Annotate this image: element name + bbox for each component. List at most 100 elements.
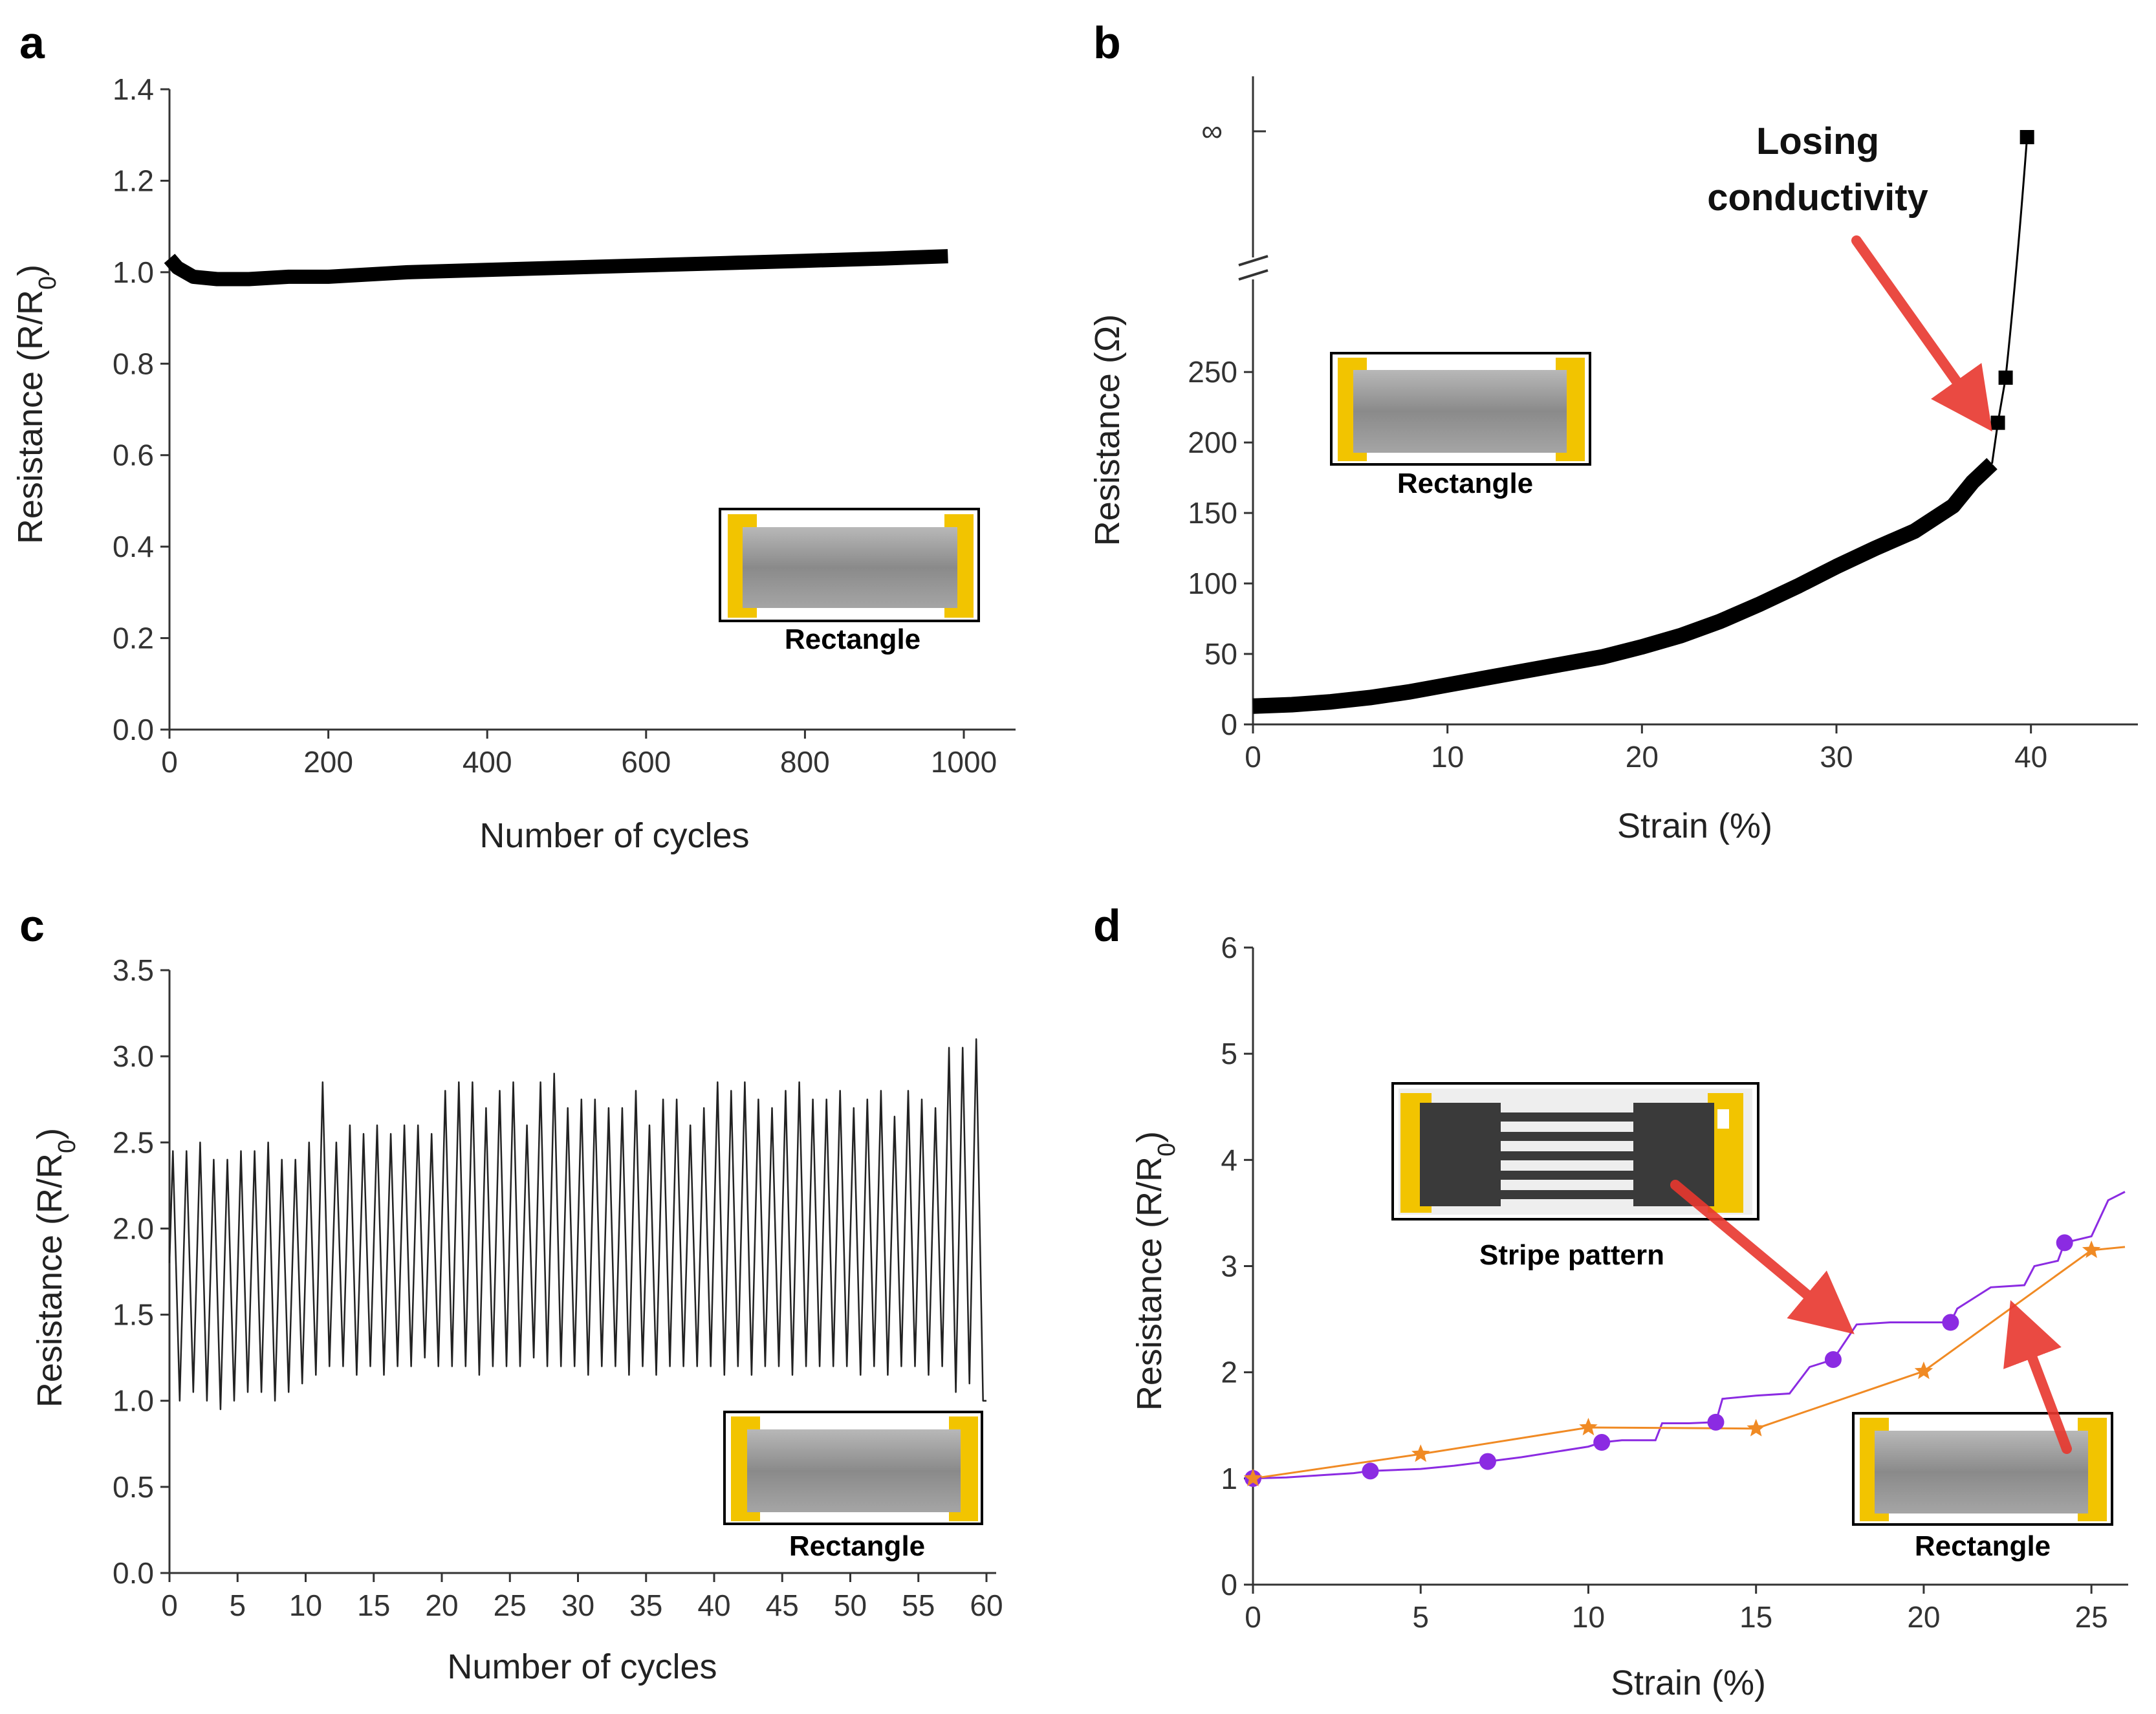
panel-d-xtick-label: 10 <box>1572 1600 1605 1634</box>
panel-c-xtick-label: 45 <box>766 1589 799 1622</box>
panel-d-stripe-line <box>1252 1191 2126 1480</box>
panel-a-xtick-label: 0 <box>161 745 178 779</box>
panel-b-ticks: 0 10 20 30 40 0 50 100 150 200 250 <box>1188 355 2047 774</box>
panel-d-rectangle-point <box>1243 1468 1263 1486</box>
panel-d-rectangle-point <box>1411 1444 1430 1462</box>
panel-c-y-label: Resistance (R/R0) <box>30 1128 81 1407</box>
panel-d-stripe-point <box>1593 1434 1611 1451</box>
panel-letter-c: c <box>19 900 45 951</box>
panel-d-ytick-label: 3 <box>1221 1250 1237 1283</box>
panel-b-point <box>1998 370 2013 385</box>
panel-b-xtick-label: 40 <box>2014 740 2047 774</box>
panel-b-ytick-label: 50 <box>1204 637 1237 671</box>
panel-b-arrow <box>1851 235 1992 432</box>
panel-c-ytick-label: 2.0 <box>113 1211 154 1245</box>
panel-a-data-line <box>164 249 948 287</box>
panel-c-ticks: 0 5 10 15 20 25 30 35 40 45 50 55 60 0.0 0.5 1.0 1.5 2.0 2… <box>113 953 1003 1622</box>
panel-d-rectangle-point <box>1579 1418 1598 1436</box>
panel-a: a 0 200 400 600 800 1000 0.0 0.2 0.4 0.6 0.8 1.0 1.2… <box>11 17 1016 855</box>
panel-b-inset: Rectangle <box>1330 352 1591 499</box>
panel-a-ytick-label: 1.2 <box>113 164 154 197</box>
panel-a-ytick-label: 0.4 <box>113 530 154 563</box>
panel-d-ytick-label: 5 <box>1221 1037 1237 1070</box>
panel-d-ticks: 0 5 10 15 20 25 0 1 2 3 4 5 6 <box>1221 931 2107 1634</box>
panel-d-stripe-caption: Stripe pattern <box>1479 1239 1664 1271</box>
panel-d-rect-caption: Rectangle <box>1915 1530 2051 1562</box>
panel-b-point <box>1990 415 2005 430</box>
panel-d-stripe-point <box>1707 1413 1725 1431</box>
panel-c-x-label: Number of cycles <box>447 1647 717 1686</box>
panel-c-ytick-label: 1.5 <box>113 1298 154 1332</box>
panel-d-markers <box>1243 1234 2101 1487</box>
panel-a-xtick-label: 600 <box>621 745 671 779</box>
panel-b-annotation-line1: Losing <box>1756 120 1879 162</box>
panel-b-y-label: Resistance (Ω) <box>1088 314 1127 546</box>
panel-d-xtick-label: 0 <box>1245 1600 1261 1634</box>
panel-c-inset: Rectangle <box>723 1411 983 1562</box>
panel-b-data-line <box>1252 458 1998 714</box>
panel-a-ytick-label: 0.8 <box>113 347 154 380</box>
panel-d-ytick-label: 2 <box>1221 1356 1237 1389</box>
panel-d-x-label: Strain (%) <box>1611 1664 1766 1702</box>
panel-b-infinity-label: ∞ <box>1201 114 1223 147</box>
panel-letter-d: d <box>1093 900 1121 951</box>
panel-c-xtick-label: 15 <box>357 1589 390 1622</box>
panel-d-xtick-label: 15 <box>1739 1600 1772 1634</box>
panel-d-stripe-point <box>1824 1351 1842 1368</box>
panel-c-data-line <box>168 1038 986 1411</box>
panel-d-y-label: Resistance (R/R0) <box>1130 1131 1181 1411</box>
panel-d-stripe-point <box>1479 1453 1496 1470</box>
panel-a-ytick-label: 1.0 <box>113 255 154 289</box>
panel-b-infinity-point <box>2020 130 2034 144</box>
panel-a-inset-caption: Rectangle <box>785 624 920 655</box>
panel-d-xtick-label: 5 <box>1412 1600 1429 1634</box>
panel-b-xtick-label: 20 <box>1626 740 1659 774</box>
panel-c-ytick-label: 3.0 <box>113 1039 154 1073</box>
panel-b-ytick-label: 150 <box>1188 496 1237 530</box>
panel-d-rectangle-point <box>1914 1361 1933 1380</box>
panel-b-x-label: Strain (%) <box>1617 807 1772 845</box>
panel-a-xtick-label: 400 <box>463 745 512 779</box>
panel-b-annotation-line2: conductivity <box>1707 177 1928 219</box>
panel-d-ytick-label: 0 <box>1221 1568 1237 1601</box>
panel-d-ytick-label: 1 <box>1221 1462 1237 1495</box>
panel-b-axis-break-1 <box>1238 255 1269 266</box>
panel-a-x-label: Number of cycles <box>479 816 749 855</box>
panel-letter-a: a <box>19 17 45 68</box>
panel-c-ytick-label: 2.5 <box>113 1125 154 1159</box>
panel-c-xtick-label: 60 <box>970 1589 1003 1622</box>
panel-d-rectangle-point <box>2082 1240 2101 1258</box>
panel-a-y-label: Resistance (R/R0) <box>11 265 61 544</box>
panel-a-ytick-label: 1.4 <box>113 72 154 106</box>
panel-d-stripe-arrow <box>1670 1180 1855 1334</box>
panel-d-stripe-point <box>1942 1314 1959 1331</box>
panel-c-xtick-label: 55 <box>902 1589 935 1622</box>
panel-d-stripe-point <box>1362 1462 1379 1480</box>
panel-b-ytick-label: 100 <box>1188 567 1237 600</box>
panel-c-xtick-label: 10 <box>289 1589 322 1622</box>
panel-letter-b: b <box>1093 17 1121 68</box>
panel-a-ticks: 0 200 400 600 800 1000 0.0 0.2 0.4 0.6 0.8 1.0 1.2 1.… <box>113 72 997 779</box>
panel-b-axis-break-2 <box>1238 269 1269 281</box>
panel-d-rect-arrow <box>2003 1300 2072 1454</box>
panel-b-ytick-label: 250 <box>1188 355 1237 389</box>
panel-c-xtick-label: 25 <box>494 1589 527 1622</box>
panel-d-xtick-label: 25 <box>2075 1600 2108 1634</box>
panel-a-xtick-label: 1000 <box>931 745 997 779</box>
panel-d-rect-inset: Rectangle <box>1852 1412 2113 1562</box>
panel-c: c 0 5 10 15 20 25 30 35 40 45 50 55 60 0.0 0.5 1.0 1.5 2.… <box>19 900 1003 1686</box>
panel-b-ytick-label: 200 <box>1188 426 1237 459</box>
panel-d: d 0 5 10 15 20 25 0 1 2 3 4 5 6 Strain (%) Resistanc… <box>1093 900 2128 1702</box>
panel-c-xtick-label: 40 <box>697 1589 730 1622</box>
panel-c-xtick-label: 35 <box>629 1589 662 1622</box>
panel-c-ytick-label: 1.0 <box>113 1384 154 1418</box>
panel-a-ytick-label: 0.2 <box>113 622 154 655</box>
panel-b-ytick-label: 0 <box>1221 708 1237 741</box>
panel-d-ytick-label: 4 <box>1221 1143 1237 1177</box>
panel-d-ytick-label: 6 <box>1221 931 1237 964</box>
panel-c-xtick-label: 50 <box>834 1589 867 1622</box>
panel-a-ytick-label: 0.6 <box>113 439 154 472</box>
panel-c-xtick-label: 5 <box>229 1589 246 1622</box>
